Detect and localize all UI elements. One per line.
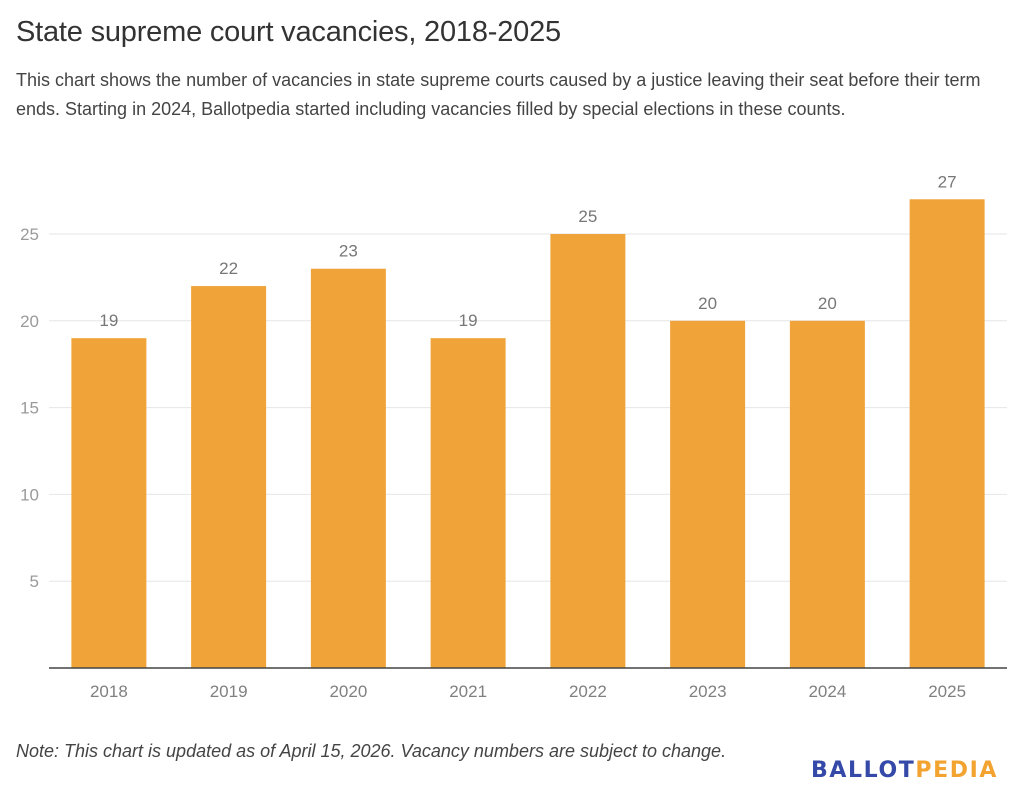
data-label-2019: 22 [219, 259, 238, 278]
x-tick-label: 2021 [449, 682, 487, 701]
data-label-2024: 20 [818, 294, 837, 313]
data-label-2022: 25 [578, 207, 597, 226]
logo-pedia: PEDIA [915, 758, 998, 783]
bar-2019 [191, 286, 267, 668]
bar-2024 [789, 320, 865, 668]
data-label-2025: 27 [938, 172, 957, 191]
y-tick-label: 5 [30, 572, 39, 591]
bar-2025 [909, 199, 985, 668]
bar-2018 [71, 338, 147, 668]
data-label-2023: 20 [698, 294, 717, 313]
y-tick-label: 25 [20, 225, 39, 244]
bar-2023 [670, 320, 746, 668]
data-labels: 19 22 23 19 25 20 20 27 [99, 172, 956, 330]
data-label-2021: 19 [459, 311, 478, 330]
data-label-2018: 19 [99, 311, 118, 330]
chart-subtitle: This chart shows the number of vacancies… [16, 70, 981, 119]
x-tick-label: 2025 [928, 682, 966, 701]
x-tick-label: 2019 [210, 682, 248, 701]
logo-ballot: BALLOT [811, 758, 916, 783]
ballotpedia-logo: BALLOTPEDIA [811, 758, 998, 783]
y-tick-label: 15 [20, 399, 39, 418]
y-tick-label: 20 [20, 312, 39, 331]
y-tick-label: 10 [20, 485, 39, 504]
x-tick-label: 2018 [90, 682, 128, 701]
footnote: Note: This chart is updated as of April … [16, 741, 727, 761]
bar-2020 [310, 268, 386, 668]
data-label-2020: 23 [339, 242, 358, 261]
x-tick-label: 2023 [689, 682, 727, 701]
bar-2021 [430, 338, 506, 668]
y-axis-ticks: 5 10 15 20 25 [20, 225, 39, 591]
x-tick-label: 2024 [808, 682, 846, 701]
bars [71, 199, 985, 668]
x-axis-ticks: 2018 2019 2020 2021 2022 2023 2024 2025 [90, 682, 966, 701]
bar-2022 [550, 234, 626, 668]
x-tick-label: 2020 [329, 682, 367, 701]
x-tick-label: 2022 [569, 682, 607, 701]
chart-title: State supreme court vacancies, 2018-2025 [16, 16, 561, 48]
